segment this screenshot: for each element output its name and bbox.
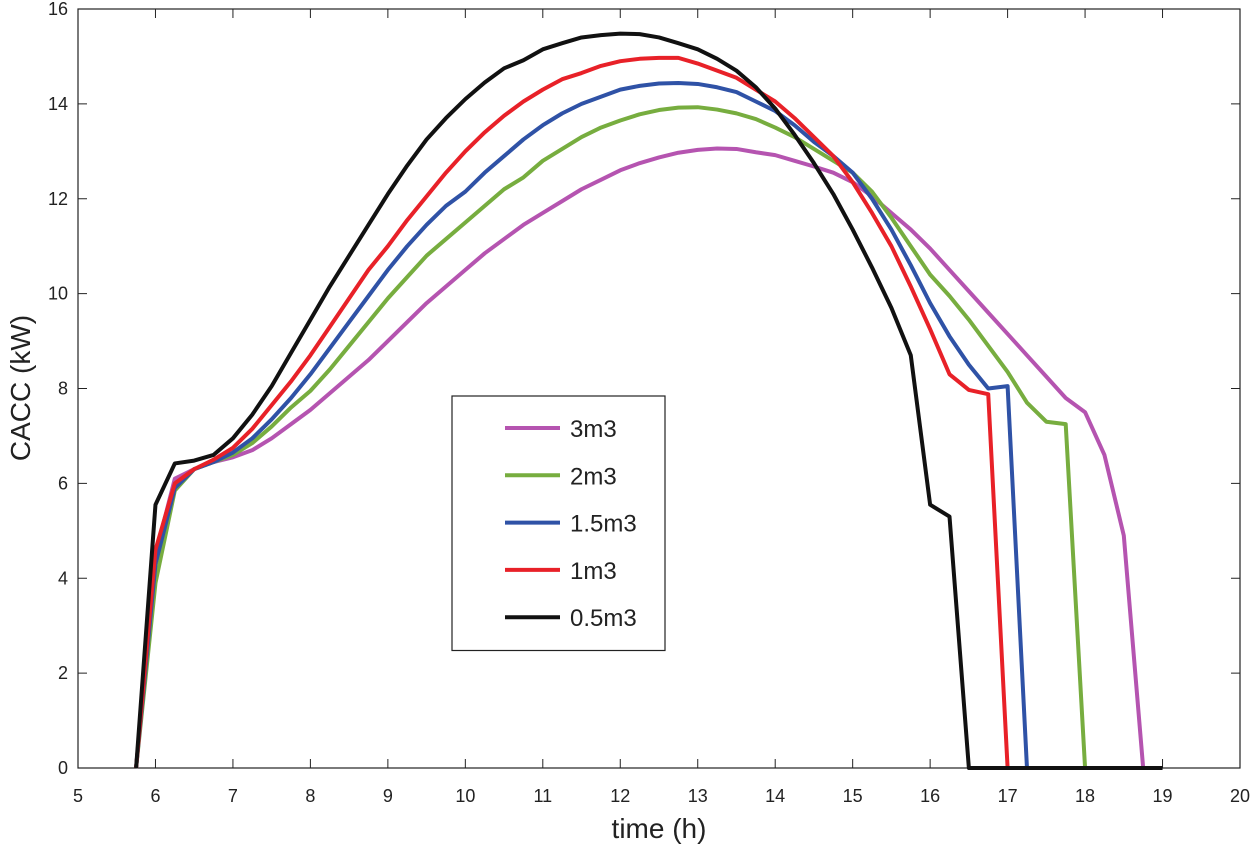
x-tick-label: 5 [73, 786, 83, 806]
y-tick-label: 0 [58, 758, 68, 778]
x-tick-label: 13 [688, 786, 708, 806]
y-tick-label: 14 [48, 94, 68, 114]
y-tick-label: 2 [58, 663, 68, 683]
legend: 3m3 2m3 1.5m3 1m3 0.5m3 [451, 395, 666, 652]
data-line [134, 105, 1088, 769]
x-tick-label: 15 [843, 786, 863, 806]
legend-label: 0.5m3 [570, 605, 637, 632]
y-axis-label: CACC (kW) [5, 315, 36, 461]
legend-label: 3m3 [570, 416, 617, 443]
data-line [134, 31, 1163, 770]
y-tick-label: 12 [48, 189, 68, 209]
legend-label: 2m3 [570, 463, 617, 490]
plot-frame [77, 8, 1241, 769]
x-tick-label: 10 [455, 786, 475, 806]
x-tick-label: 18 [1075, 786, 1095, 806]
x-tick-label: 9 [383, 786, 393, 806]
data-line [134, 146, 1146, 769]
legend-label: 1m3 [570, 558, 617, 585]
x-tick-label: 8 [305, 786, 315, 806]
data-line [134, 81, 1029, 769]
y-tick-label: 4 [58, 568, 68, 588]
x-axis-label: time (h) [612, 813, 707, 844]
legend-label: 1.5m3 [570, 511, 637, 538]
x-tick-label: 7 [228, 786, 238, 806]
x-tick-label: 17 [998, 786, 1018, 806]
y-tick-label: 8 [58, 379, 68, 399]
x-tick-label: 20 [1230, 786, 1250, 806]
y-tick-label: 10 [48, 284, 68, 304]
y-tick-label: 6 [58, 473, 68, 493]
x-tick-label: 19 [1153, 786, 1173, 806]
x-tick-label: 14 [765, 786, 785, 806]
x-tick-label: 12 [610, 786, 630, 806]
x-tick-label: 6 [150, 786, 160, 806]
data-line [134, 55, 1010, 769]
x-tick-label: 16 [920, 786, 940, 806]
x-tick-label: 11 [533, 786, 552, 806]
y-tick-label: 16 [48, 0, 68, 19]
